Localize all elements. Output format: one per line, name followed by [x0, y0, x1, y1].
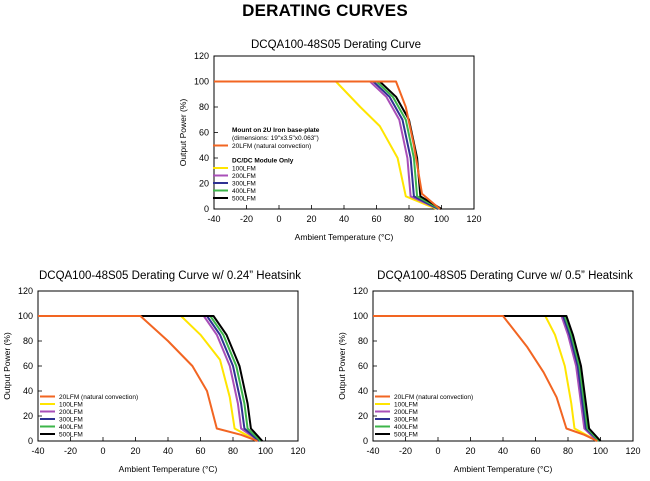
x-tick-label: 60 — [195, 446, 205, 456]
y-tick-label: 40 — [199, 153, 209, 163]
y-tick-label: 0 — [204, 204, 209, 214]
x-tick-label: 60 — [371, 214, 381, 224]
y-axis-label: Output Power (%) — [178, 99, 188, 167]
x-tick-label: 120 — [290, 446, 305, 456]
legend-entry: 300LFM — [394, 417, 418, 424]
x-tick-label: 80 — [228, 446, 238, 456]
legend-entry: 20LFM (natural convection) — [232, 143, 311, 150]
x-tick-label: 100 — [434, 214, 449, 224]
y-tick-label: 100 — [18, 311, 33, 321]
x-tick-label: 20 — [306, 214, 316, 224]
x-tick-label: 100 — [258, 446, 273, 456]
legend-header: Mount on 2U Iron base-plate — [232, 127, 320, 134]
x-tick-label: -40 — [31, 446, 44, 456]
x-tick-label: -20 — [240, 214, 253, 224]
legend-entry: 100LFM — [394, 402, 418, 409]
x-tick-label: 20 — [130, 446, 140, 456]
x-axis-label: Ambient Temperature (°C) — [119, 464, 218, 474]
x-tick-label: 40 — [163, 446, 173, 456]
legend: Mount on 2U Iron base-plate(dimensions: … — [213, 127, 320, 203]
y-tick-label: 100 — [353, 311, 368, 321]
legend-entry: 200LFM — [232, 173, 256, 180]
page-title: DERATING CURVES — [242, 1, 408, 20]
x-tick-label: -40 — [207, 214, 220, 224]
y-tick-label: 20 — [358, 411, 368, 421]
y-tick-label: 40 — [23, 386, 33, 396]
x-tick-label: 80 — [404, 214, 414, 224]
x-tick-label: 60 — [530, 446, 540, 456]
legend-entry: 200LFM — [59, 409, 83, 416]
legend-entry: 500LFM — [59, 432, 83, 439]
y-tick-label: 20 — [199, 179, 209, 189]
legend: 20LFM (natural convection)100LFM200LFM30… — [40, 394, 138, 439]
legend-entry: 400LFM — [232, 188, 256, 195]
y-tick-label: 80 — [23, 336, 33, 346]
x-axis-label: Ambient Temperature (°C) — [454, 464, 553, 474]
y-axis-label: Output Power (%) — [337, 332, 347, 400]
legend-entry: 20LFM (natural convection) — [59, 394, 138, 401]
chart-2: DCQA100-48S05 Derating Curve w/ 0.24” He… — [2, 270, 306, 474]
series-line-20lfm — [38, 315, 258, 442]
y-tick-label: 60 — [23, 361, 33, 371]
chart-title: DCQA100-48S05 Derating Curve w/ 0.5” Hea… — [377, 270, 633, 282]
y-tick-label: 60 — [358, 361, 368, 371]
y-tick-label: 0 — [363, 436, 368, 446]
chart-3: DCQA100-48S05 Derating Curve w/ 0.5” Hea… — [337, 270, 641, 474]
y-tick-label: 40 — [358, 386, 368, 396]
y-tick-label: 80 — [199, 102, 209, 112]
legend-entry: 400LFM — [59, 424, 83, 431]
x-tick-label: 0 — [276, 214, 281, 224]
series-line-20lfm — [373, 315, 598, 442]
x-tick-label: 40 — [498, 446, 508, 456]
x-tick-label: 120 — [625, 446, 640, 456]
x-tick-label: 0 — [100, 446, 105, 456]
x-tick-label: -20 — [64, 446, 77, 456]
chart-1: DCQA100-48S05 Derating Curve -40 -20 0 20 40 6… — [178, 39, 482, 242]
chart-title: DCQA100-48S05 Derating Curve — [251, 39, 421, 51]
x-tick-label: 0 — [435, 446, 440, 456]
legend-subheader: (dimensions: 19"x3.5"x0.063") — [232, 135, 319, 142]
legend-entry: 400LFM — [394, 424, 418, 431]
series-line-500lfm — [373, 315, 602, 442]
x-tick-label: -20 — [399, 446, 412, 456]
legend-entry: 500LFM — [232, 196, 256, 203]
y-tick-label: 0 — [28, 436, 33, 446]
x-axis-label: Ambient Temperature (°C) — [295, 232, 394, 242]
series-line-20lfm — [214, 80, 441, 210]
x-tick-label: -40 — [366, 446, 379, 456]
legend-entry: 200LFM — [394, 409, 418, 416]
x-tick-label: 120 — [466, 214, 481, 224]
x-tick-label: 40 — [339, 214, 349, 224]
legend-entry: 300LFM — [232, 181, 256, 188]
legend-entry: 100LFM — [232, 166, 256, 173]
legend-group-label: DC/DC Module Only — [232, 158, 294, 165]
legend-entry: 500LFM — [394, 432, 418, 439]
y-tick-label: 80 — [358, 336, 368, 346]
y-tick-label: 120 — [353, 286, 368, 296]
y-tick-label: 20 — [23, 411, 33, 421]
legend-entry: 20LFM (natural convection) — [394, 394, 473, 401]
y-axis-label: Output Power (%) — [2, 332, 12, 400]
y-tick-label: 100 — [194, 77, 209, 87]
chart-title: DCQA100-48S05 Derating Curve w/ 0.24” He… — [39, 270, 301, 282]
x-tick-label: 100 — [593, 446, 608, 456]
series-line-500lfm — [38, 315, 264, 442]
y-tick-label: 120 — [18, 286, 33, 296]
y-tick-label: 60 — [199, 128, 209, 138]
legend-entry: 300LFM — [59, 417, 83, 424]
x-tick-label: 20 — [465, 446, 475, 456]
legend: 20LFM (natural convection)100LFM200LFM30… — [375, 394, 473, 439]
x-tick-label: 80 — [563, 446, 573, 456]
legend-entry: 100LFM — [59, 402, 83, 409]
y-tick-label: 120 — [194, 51, 209, 61]
